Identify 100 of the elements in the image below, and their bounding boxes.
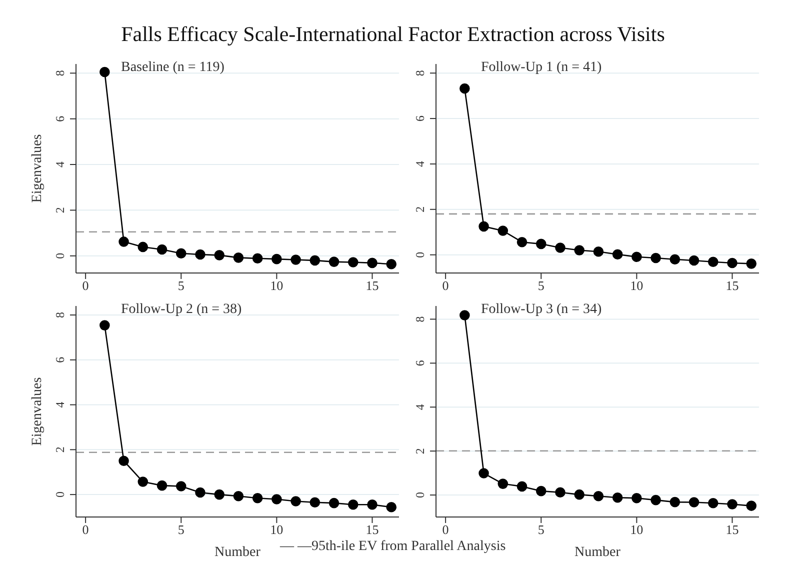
point [348, 500, 358, 510]
annotation: Follow-Up 1 (n = 41) [481, 60, 602, 76]
point [100, 320, 110, 330]
y-tick-label: 2 [53, 446, 67, 453]
point [367, 500, 378, 510]
point [650, 494, 661, 506]
point [233, 252, 244, 263]
point [328, 256, 340, 267]
x-tick-label: 5 [538, 522, 544, 538]
point [516, 481, 528, 492]
chart-title: Falls Efficacy Scale-International Factor Extraction across Visits [120, 22, 666, 47]
point [670, 254, 680, 265]
point [593, 490, 604, 502]
point [460, 83, 470, 94]
y-tick-label: 2 [413, 206, 427, 212]
point [272, 254, 282, 264]
text: — —95th-ile EV from Parallel Analysis [280, 539, 506, 555]
y-tick-label: 6 [53, 116, 67, 122]
y-axis-title: Eigenvalues [30, 377, 45, 446]
y-tick-label: 8 [413, 316, 427, 322]
annotation: Follow-Up 3 (n = 34) [481, 302, 602, 318]
y-tick-label: 0 [413, 252, 427, 258]
point [632, 252, 642, 262]
point [688, 255, 700, 266]
point [708, 256, 718, 268]
y-tick-label: 6 [53, 356, 67, 363]
point [214, 250, 224, 260]
x-tick-label: 5 [178, 278, 184, 294]
point [233, 490, 244, 502]
point [176, 248, 186, 259]
x-tick-label: 0 [442, 522, 449, 538]
point [478, 221, 489, 232]
point [574, 245, 584, 256]
y-tick-label: 4 [53, 162, 67, 168]
point [367, 258, 378, 268]
point [555, 242, 566, 253]
x-tick-label: 0 [442, 278, 449, 294]
point [727, 499, 738, 510]
y-tick-label: 0 [53, 252, 67, 259]
y-tick-label: 4 [53, 402, 67, 408]
point [632, 492, 642, 504]
y-tick-label: 8 [413, 70, 427, 76]
x-tick-label: 10 [270, 522, 284, 538]
point [536, 238, 546, 250]
y-tick-label: 6 [413, 116, 427, 122]
point [272, 494, 282, 504]
y-tick-label: 2 [413, 448, 427, 454]
x-tick-label: 5 [178, 522, 184, 538]
point [176, 481, 186, 492]
y-tick-label: 0 [53, 492, 67, 498]
point [156, 480, 168, 491]
point [252, 253, 263, 264]
y-tick-label: 8 [53, 70, 67, 76]
x-tick-label: 10 [270, 278, 284, 294]
point [593, 246, 604, 257]
point [386, 502, 397, 512]
point [310, 255, 320, 266]
x-tick-label: 0 [82, 522, 89, 538]
x-tick-label: 0 [82, 278, 89, 294]
annotation: Follow-Up 2 (n = 38) [121, 302, 242, 318]
point [727, 258, 738, 268]
x-tick-label: 10 [630, 522, 644, 538]
point [612, 492, 623, 503]
point [555, 487, 566, 498]
point [138, 242, 148, 252]
x-tick-label: 5 [538, 278, 544, 294]
point [670, 496, 680, 508]
point [574, 489, 584, 500]
point [498, 478, 508, 489]
point [516, 236, 528, 248]
point [195, 249, 206, 260]
point [290, 496, 301, 506]
point [746, 258, 757, 269]
point [708, 498, 718, 508]
point [195, 487, 206, 498]
point [478, 468, 489, 478]
point [348, 257, 358, 268]
y-tick-label: 4 [413, 404, 427, 410]
point [138, 476, 148, 487]
point [386, 258, 397, 270]
point [118, 236, 129, 247]
annotation: Baseline (n = 119) [121, 60, 224, 76]
y-tick-label: 8 [53, 312, 67, 318]
point [612, 249, 623, 260]
y-tick-label: 4 [413, 160, 427, 167]
x-tick-label: 10 [630, 278, 644, 294]
point [310, 497, 320, 508]
y-axis-title: Eigenvalues [30, 134, 45, 203]
x-tick-label: 15 [726, 278, 739, 294]
point [252, 492, 263, 504]
point [100, 66, 110, 78]
x-axis-title: Number [214, 545, 261, 560]
point [498, 226, 508, 236]
point [328, 498, 340, 508]
point [156, 244, 168, 255]
point [214, 489, 224, 500]
y-tick-label: 2 [53, 207, 67, 214]
point [290, 254, 301, 265]
point [746, 500, 757, 511]
point [650, 252, 661, 264]
